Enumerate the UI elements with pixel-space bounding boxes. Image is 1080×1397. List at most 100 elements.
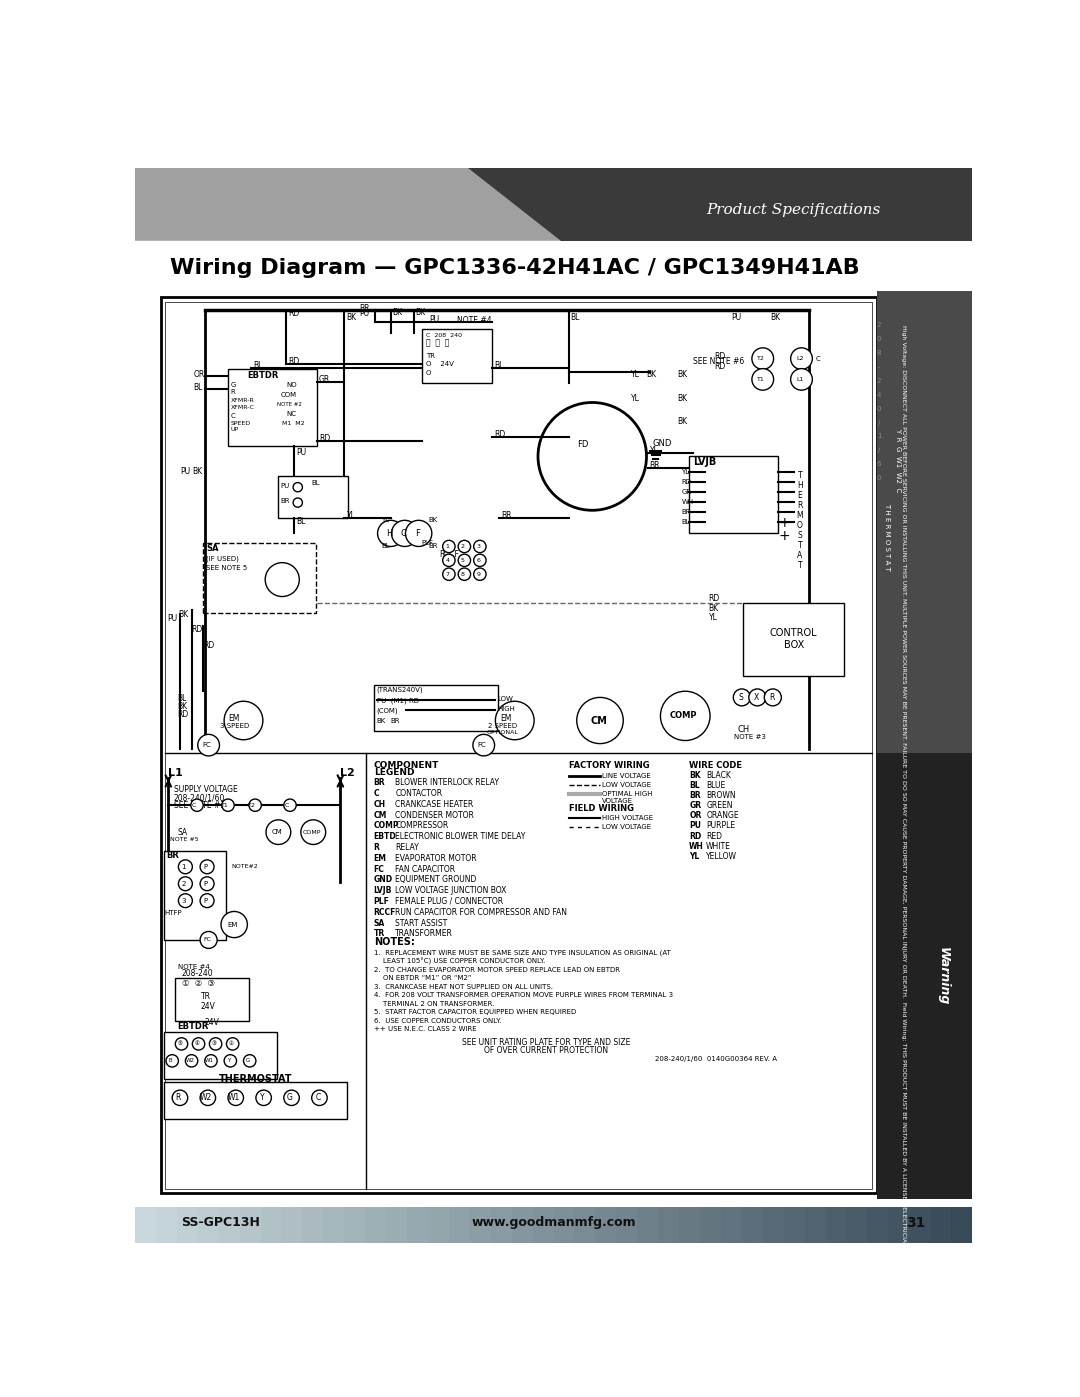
Text: RD: RD — [320, 434, 330, 443]
Polygon shape — [282, 1207, 302, 1243]
Text: EBTDR: EBTDR — [247, 372, 279, 380]
Text: 3: 3 — [476, 543, 481, 549]
Text: EVAPORATOR MOTOR: EVAPORATOR MOTOR — [395, 854, 477, 863]
Polygon shape — [637, 1207, 658, 1243]
Polygon shape — [198, 1207, 218, 1243]
Text: Wiring Diagram — GPC1336-42H41AC / GPC1349H41AB: Wiring Diagram — GPC1336-42H41AC / GPC13… — [170, 257, 860, 278]
Polygon shape — [951, 1207, 972, 1243]
Text: 208-240/1/60  0140G00364 REV. A: 208-240/1/60 0140G00364 REV. A — [656, 1056, 778, 1062]
Text: R: R — [230, 390, 235, 395]
Text: 6: 6 — [877, 461, 881, 467]
Polygon shape — [490, 1207, 512, 1243]
Circle shape — [228, 1090, 243, 1105]
Text: C: C — [315, 1094, 321, 1102]
Text: BL: BL — [177, 694, 187, 704]
Text: F: F — [415, 529, 419, 538]
Polygon shape — [387, 1207, 407, 1243]
Text: YL: YL — [347, 511, 355, 520]
Text: RUN CAPACITOR FOR COMPRESSOR AND FAN: RUN CAPACITOR FOR COMPRESSOR AND FAN — [395, 908, 567, 916]
Text: RD: RD — [689, 831, 701, 841]
Text: PU: PU — [689, 821, 701, 830]
Polygon shape — [721, 1207, 742, 1243]
Circle shape — [443, 555, 455, 567]
Text: TR: TR — [201, 992, 211, 1000]
Circle shape — [178, 861, 192, 873]
Text: YL: YL — [689, 852, 700, 861]
Text: EQUIPMENT GROUND: EQUIPMENT GROUND — [395, 876, 476, 884]
Text: B: B — [168, 1059, 173, 1063]
Polygon shape — [407, 1207, 428, 1243]
Text: LEAST 105°C) USE COPPER CONDUCTOR ONLY.: LEAST 105°C) USE COPPER CONDUCTOR ONLY. — [374, 958, 545, 965]
Polygon shape — [156, 1207, 177, 1243]
Text: C  208  240: C 208 240 — [426, 332, 461, 338]
Text: NOTE #4: NOTE #4 — [457, 316, 491, 324]
Circle shape — [198, 735, 219, 756]
Circle shape — [293, 482, 302, 492]
Text: BLOWER INTERLOCK RELAY: BLOWER INTERLOCK RELAY — [395, 778, 499, 788]
Circle shape — [733, 689, 751, 705]
Text: WH: WH — [681, 499, 693, 504]
Text: M: M — [797, 511, 804, 520]
Text: C: C — [192, 803, 197, 807]
Text: BK: BK — [647, 369, 657, 379]
Text: BL: BL — [296, 517, 306, 527]
Text: 1.  REPLACEMENT WIRE MUST BE SAME SIZE AND TYPE INSULATION AS ORIGINAL (AT: 1. REPLACEMENT WIRE MUST BE SAME SIZE AN… — [374, 950, 671, 957]
Polygon shape — [345, 1207, 365, 1243]
Polygon shape — [825, 1207, 847, 1243]
Circle shape — [200, 861, 214, 873]
Polygon shape — [135, 168, 562, 240]
Circle shape — [221, 911, 247, 937]
Text: C: C — [374, 789, 379, 798]
Circle shape — [473, 735, 495, 756]
Text: S: S — [797, 531, 802, 541]
Text: W1: W1 — [205, 1059, 214, 1063]
Text: 24V: 24V — [201, 1003, 216, 1011]
Text: NO: NO — [286, 381, 297, 388]
Text: T: T — [798, 541, 802, 550]
Bar — [877, 299, 972, 1200]
Text: BL: BL — [689, 781, 700, 791]
Text: SA: SA — [206, 545, 219, 553]
Text: COMP: COMP — [670, 711, 698, 721]
Text: +: + — [779, 528, 789, 542]
Text: M1  M2: M1 M2 — [282, 420, 305, 426]
Text: GR: GR — [319, 374, 329, 384]
Text: BROWN: BROWN — [706, 792, 735, 800]
Text: PU: PU — [281, 482, 289, 489]
Text: 5: 5 — [461, 557, 464, 563]
Text: BR: BR — [374, 778, 386, 788]
Text: RCCF: RCCF — [374, 908, 396, 916]
Text: CH: CH — [374, 800, 386, 809]
Circle shape — [301, 820, 326, 844]
Polygon shape — [532, 1207, 554, 1243]
Text: GR: GR — [681, 489, 691, 495]
Text: 208-240: 208-240 — [181, 968, 213, 978]
Text: YL: YL — [631, 394, 639, 404]
Circle shape — [225, 701, 262, 740]
Text: T1: T1 — [757, 377, 765, 381]
Text: 2: 2 — [877, 323, 881, 328]
Text: FC: FC — [374, 865, 384, 873]
Text: SS-GPC13H: SS-GPC13H — [181, 1215, 260, 1229]
Text: T: T — [798, 562, 802, 570]
Bar — [164, 1083, 347, 1119]
Text: 2.  TO CHANGE EVAPORATOR MOTOR SPEED REPLACE LEAD ON EBTDR: 2. TO CHANGE EVAPORATOR MOTOR SPEED REPL… — [374, 967, 620, 972]
Text: HIGH VOLTAGE: HIGH VOLTAGE — [603, 814, 653, 820]
Text: EBTD: EBTD — [374, 833, 396, 841]
Text: RD: RD — [715, 362, 726, 370]
Text: 5.  START FACTOR CAPACITOR EQUIPPED WHEN REQUIRED: 5. START FACTOR CAPACITOR EQUIPPED WHEN … — [374, 1009, 576, 1016]
Polygon shape — [218, 1207, 240, 1243]
Text: BL: BL — [381, 543, 390, 549]
Text: PURPLE: PURPLE — [706, 821, 735, 830]
Text: TR: TR — [374, 929, 384, 939]
Text: FC: FC — [477, 742, 487, 749]
Bar — [689, 457, 779, 534]
Text: BR: BR — [428, 543, 437, 549]
Circle shape — [200, 894, 214, 908]
Text: PU: PU — [360, 310, 369, 319]
Text: VOLTAGE: VOLTAGE — [603, 798, 633, 803]
Text: 1: 1 — [181, 863, 186, 870]
Text: OR: OR — [193, 369, 204, 379]
Text: SEE NOTE #6: SEE NOTE #6 — [693, 358, 744, 366]
Bar — [165, 302, 872, 1189]
